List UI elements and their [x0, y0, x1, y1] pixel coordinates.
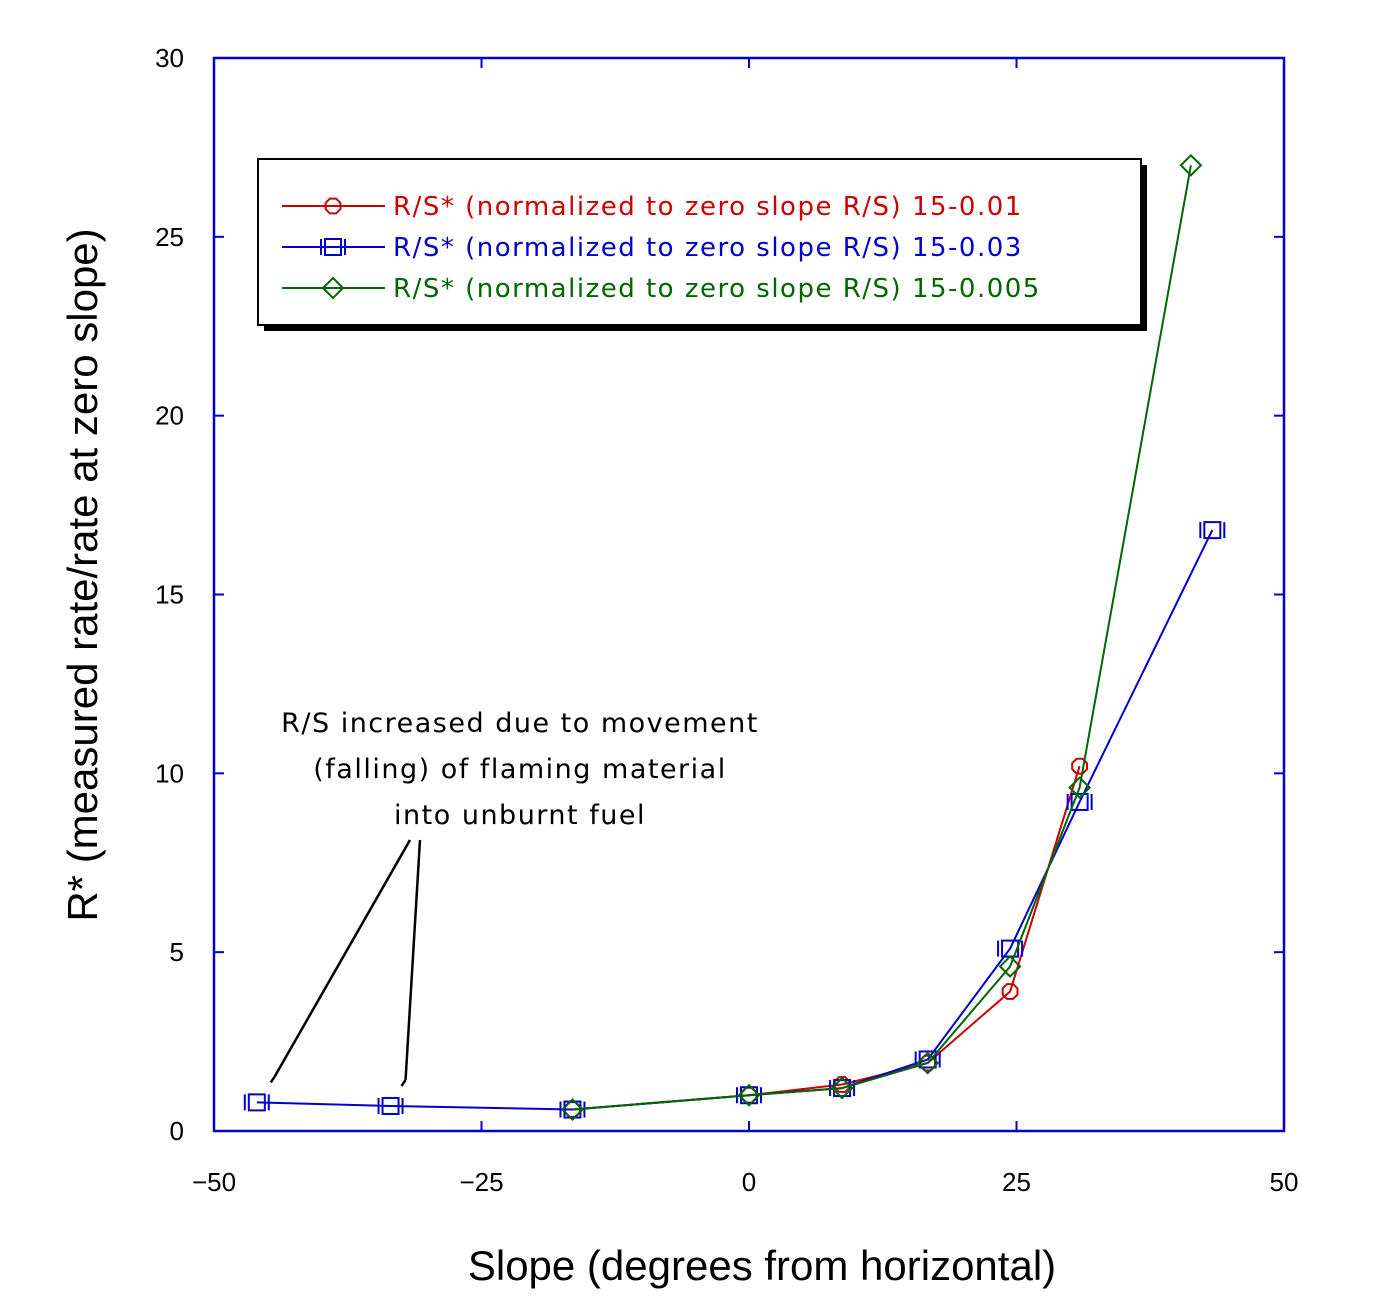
square-marker	[377, 1096, 404, 1115]
x-tick-label: −25	[459, 1167, 503, 1197]
x-axis-title: Slope (degrees from horizontal)	[468, 1242, 1056, 1289]
series-3	[561, 153, 1203, 1121]
y-tick-label: 5	[170, 937, 184, 967]
legend-label: R/S* (normalized to zero slope R/S) 15-0…	[393, 274, 1041, 304]
y-tick-label: 30	[155, 43, 184, 73]
annotation-text: into unburnt fuel	[394, 800, 646, 831]
y-tick-label: 15	[155, 580, 184, 610]
annotation-leader-tip	[269, 1075, 276, 1084]
diamond-marker	[998, 955, 1022, 978]
diamond-marker	[830, 1076, 854, 1100]
x-tick-label: 0	[742, 1167, 756, 1197]
diamond-marker	[321, 276, 345, 300]
series-layer	[243, 153, 1226, 1121]
diamond-marker	[1179, 153, 1203, 177]
x-tick-label: 50	[1270, 1167, 1299, 1197]
square-marker	[243, 1093, 270, 1112]
legend-box	[257, 158, 1142, 326]
legend-entry: R/S* (normalized to zero slope R/S) 15-0…	[282, 192, 1023, 222]
series-line	[572, 165, 1192, 1111]
annotation-leader	[273, 839, 412, 1078]
annotation-leader	[404, 839, 422, 1081]
circle-marker	[1071, 757, 1088, 775]
series-line	[572, 765, 1081, 1111]
annotation-text: R/S increased due to movement	[281, 708, 759, 739]
square-marker	[320, 238, 346, 256]
y-axis-title: R* (measured rate/rate at zero slope)	[59, 228, 106, 921]
series-2	[243, 521, 1226, 1119]
legend: R/S* (normalized to zero slope R/S) 15-0…	[257, 158, 1147, 331]
diamond-marker	[561, 1098, 584, 1121]
y-tick-label: 10	[155, 758, 184, 788]
annotation-leader-tip	[400, 1079, 407, 1087]
axis-ticks: −50 −25 0 25 50 0 5 10 15 20 25 30	[155, 43, 1298, 1197]
x-tick-label: 25	[1002, 1167, 1031, 1197]
y-tick-label: 25	[155, 222, 184, 252]
annotation: R/S increased due to movement (falling) o…	[269, 708, 759, 1087]
circle-marker	[324, 197, 342, 215]
square-marker	[1199, 521, 1226, 540]
x-tick-label: −50	[192, 1167, 236, 1197]
legend-label: R/S* (normalized to zero slope R/S) 15-0…	[393, 192, 1023, 222]
square-marker	[914, 1050, 941, 1069]
circle-marker	[1001, 983, 1019, 1000]
annotation-text: (falling) of flaming material	[313, 754, 726, 785]
legend-label: R/S* (normalized to zero slope R/S) 15-0…	[393, 233, 1023, 263]
square-marker	[1066, 792, 1093, 811]
y-tick-label: 20	[155, 401, 184, 431]
diamond-marker	[916, 1051, 940, 1075]
diamond-marker	[737, 1083, 761, 1107]
y-tick-label: 0	[170, 1116, 184, 1146]
legend-entry: R/S* (normalized to zero slope R/S) 15-0…	[282, 274, 1041, 304]
legend-entry: R/S* (normalized to zero slope R/S) 15-0…	[282, 233, 1023, 263]
diamond-marker	[1068, 776, 1092, 800]
